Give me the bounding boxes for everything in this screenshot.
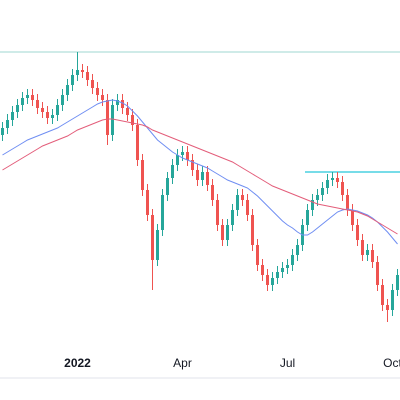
candle-body <box>306 210 309 225</box>
candle-body <box>41 108 44 112</box>
candle-body <box>11 112 14 120</box>
candle-body <box>146 190 149 215</box>
candle-body <box>201 172 204 180</box>
candle-body <box>81 70 84 72</box>
candle-body <box>351 210 354 225</box>
x-tick-label: Oct <box>383 356 400 370</box>
candle-body <box>356 225 359 240</box>
candle-body <box>181 152 184 155</box>
candle-body <box>281 268 284 272</box>
candle-body <box>326 180 329 188</box>
candle-body <box>321 188 324 195</box>
candle-body <box>361 240 364 255</box>
candle-body <box>331 178 334 180</box>
candle-body <box>141 160 144 190</box>
candle-body <box>56 105 59 115</box>
candle-body <box>91 80 94 88</box>
candle-body <box>161 195 164 230</box>
candle-body <box>111 105 114 135</box>
candle-body <box>276 272 279 278</box>
candle-body <box>286 265 289 268</box>
candle-body <box>71 75 74 85</box>
candle-body <box>186 152 189 160</box>
candle-body <box>336 178 339 182</box>
candle-body <box>36 100 39 108</box>
candle-body <box>6 120 9 128</box>
candle-body <box>396 275 399 290</box>
candle-body <box>86 72 89 80</box>
candle-body <box>241 195 244 200</box>
candle-body <box>311 200 314 210</box>
candle-body <box>156 230 159 260</box>
candle-body <box>246 200 249 215</box>
candle-body <box>121 100 124 108</box>
candle-body <box>16 105 19 112</box>
candle-body <box>261 265 264 275</box>
candle-body <box>171 165 174 178</box>
candle-body <box>26 95 29 98</box>
moving-average-line <box>2 118 398 235</box>
candle-body <box>221 225 224 240</box>
candle-body <box>256 245 259 265</box>
candle-body <box>271 278 274 285</box>
candle-body <box>206 172 209 185</box>
candle-body <box>106 100 109 135</box>
candle-body <box>66 85 69 95</box>
candle-body <box>266 275 269 285</box>
candle-body <box>346 195 349 210</box>
candle-body <box>191 160 194 170</box>
candle-body <box>376 262 379 285</box>
candle-body <box>296 245 299 255</box>
candle-body <box>126 108 129 115</box>
candle-body <box>151 215 154 260</box>
moving-average-line <box>2 99 398 245</box>
candle-body <box>316 195 319 200</box>
candle-body <box>291 255 294 265</box>
candle-body <box>231 210 234 225</box>
candle-body <box>116 100 119 105</box>
x-tick-label: 2022 <box>64 356 91 370</box>
candle-body <box>211 185 214 200</box>
candle-body <box>381 285 384 305</box>
candle-body <box>386 305 389 310</box>
candle-body <box>226 225 229 240</box>
candle-body <box>341 182 344 195</box>
candle-body <box>31 95 34 100</box>
candle-body <box>131 115 134 125</box>
candle-body <box>371 250 374 262</box>
candle-body <box>196 170 199 180</box>
candle-body <box>51 115 54 118</box>
candle-body <box>21 98 24 105</box>
candle-body <box>176 155 179 165</box>
candle-body <box>251 215 254 245</box>
candle-body <box>391 290 394 310</box>
x-tick-label: Apr <box>173 356 192 370</box>
candle-body <box>76 70 79 75</box>
candle-body <box>46 112 49 118</box>
candle-body <box>136 125 139 160</box>
candle-body <box>216 200 219 225</box>
candle-body <box>96 88 99 95</box>
candle-body <box>101 95 104 100</box>
x-tick-label: Jul <box>280 356 295 370</box>
candle-body <box>61 95 64 105</box>
candle-body <box>1 128 4 135</box>
candle-body <box>236 195 239 210</box>
candle-body <box>166 178 169 195</box>
candle-body <box>366 250 369 255</box>
